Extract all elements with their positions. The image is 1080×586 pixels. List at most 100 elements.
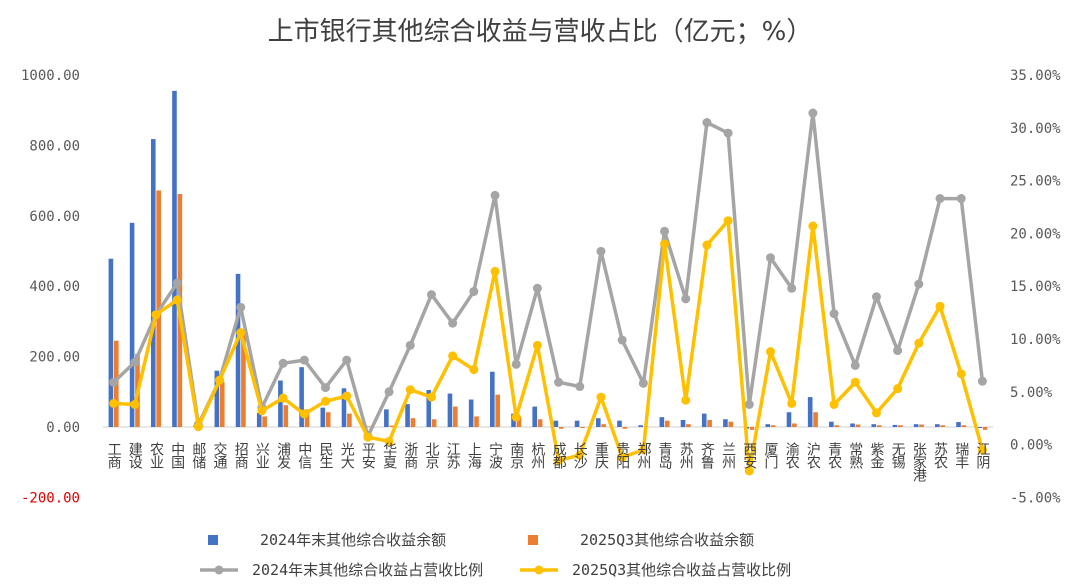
- bar-2025q3-14: [410, 418, 416, 427]
- category-label: 张家港: [911, 442, 927, 482]
- bar-2024-1: [129, 222, 135, 427]
- category-label: 华夏: [381, 442, 397, 469]
- legend-swatch-1: [528, 535, 538, 545]
- bar-2025q3-18: [495, 394, 501, 427]
- bar-2024-17: [468, 399, 474, 427]
- point-2024-ratio-14: [405, 340, 415, 350]
- point-2024-ratio-26: [660, 226, 670, 236]
- legend-label-0: 2024年末其他综合收益余额: [260, 531, 446, 549]
- point-2024-ratio-20: [532, 283, 542, 293]
- point-2025q3-ratio-6: [236, 328, 246, 338]
- line-layer: [109, 108, 987, 476]
- bar-2025q3-28: [707, 419, 712, 427]
- point-2024-ratio-13: [384, 387, 394, 397]
- point-2024-ratio-25: [638, 378, 648, 388]
- category-label: 交通: [212, 441, 228, 470]
- category-label: 杭州: [529, 442, 545, 469]
- bar-2024-2: [150, 139, 156, 427]
- point-2024-ratio-29: [723, 128, 733, 138]
- right-tick-label: 10.00%: [1010, 332, 1061, 348]
- point-2025q3-ratio-21: [554, 455, 564, 465]
- point-2025q3-ratio-1: [130, 399, 140, 409]
- point-2024-ratio-31: [766, 253, 775, 263]
- category-label: 中信: [296, 442, 312, 469]
- category-label: 兰州: [720, 442, 736, 469]
- legend-marker-3: [534, 565, 544, 575]
- point-2024-ratio-30: [744, 399, 754, 409]
- point-2024-ratio-24: [617, 335, 627, 345]
- bar-2025q3-15: [431, 419, 437, 427]
- point-2024-ratio-33: [808, 108, 818, 118]
- bar-2024-36: [871, 424, 877, 427]
- point-2025q3-ratio-17: [469, 365, 479, 375]
- left-tick-label: 600.00: [29, 209, 80, 225]
- bar-2024-6: [235, 273, 241, 427]
- bar-2024-28: [701, 413, 707, 427]
- point-2025q3-ratio-27: [681, 395, 691, 405]
- bar-2024-41: [977, 427, 983, 429]
- point-2025q3-ratio-33: [808, 221, 818, 231]
- point-2025q3-ratio-29: [723, 216, 733, 226]
- bar-2024-15: [426, 390, 432, 427]
- point-2025q3-ratio-5: [215, 375, 225, 385]
- bar-2024-8: [278, 380, 283, 427]
- point-2025q3-ratio-31: [766, 347, 775, 357]
- point-2025q3-ratio-38: [914, 338, 924, 348]
- point-2024-ratio-32: [787, 283, 797, 293]
- point-2024-ratio-18: [490, 190, 500, 200]
- point-2025q3-ratio-13: [384, 436, 394, 446]
- bar-2025q3-8: [283, 405, 289, 427]
- right-tick-label: 0.00%: [1010, 438, 1053, 454]
- point-2024-ratio-28: [702, 118, 712, 128]
- bar-2025q3-19: [516, 416, 522, 427]
- point-2025q3-ratio-25: [638, 445, 648, 455]
- point-2025q3-ratio-32: [787, 398, 797, 408]
- point-2024-ratio-40: [956, 194, 966, 204]
- bar-2025q3-35: [855, 424, 861, 427]
- point-2024-ratio-35: [850, 360, 860, 370]
- right-tick-label: 35.00%: [1010, 68, 1061, 84]
- category-label: 青岛: [657, 442, 673, 469]
- bar-2025q3-41: [982, 427, 988, 430]
- series-line-2025q3-ratio: [113, 218, 985, 473]
- category-label: 江阴: [974, 442, 990, 470]
- point-2025q3-ratio-28: [702, 240, 712, 250]
- point-2025q3-ratio-26: [660, 239, 670, 249]
- category-label: 西安: [741, 442, 757, 469]
- point-2024-ratio-21: [554, 377, 564, 387]
- point-2025q3-ratio-18: [490, 266, 500, 276]
- point-2025q3-ratio-7: [257, 406, 267, 416]
- point-2024-ratio-23: [596, 246, 606, 256]
- category-label: 江苏: [445, 442, 461, 470]
- bar-2024-3: [172, 90, 177, 427]
- point-2025q3-ratio-2: [151, 310, 161, 320]
- bar-2025q3-7: [262, 416, 267, 427]
- point-2024-ratio-11: [342, 355, 352, 365]
- legend-swatch-0: [208, 535, 218, 545]
- bar-2025q3-24: [622, 427, 628, 429]
- category-label: 兴业: [254, 442, 270, 469]
- point-2024-ratio-8: [278, 358, 288, 368]
- bar-2025q3-20: [537, 419, 543, 427]
- bar-2025q3-38: [919, 424, 924, 427]
- bar-2025q3-26: [664, 420, 670, 427]
- category-label: 长沙: [572, 442, 588, 469]
- bar-2024-14: [405, 404, 410, 427]
- bar-2024-0: [108, 258, 114, 427]
- category-label: 苏州: [678, 442, 694, 469]
- bar-2025q3-6: [241, 332, 246, 427]
- point-2024-ratio-3: [172, 278, 182, 288]
- bar-2024-16: [447, 393, 453, 427]
- category-label: 中国: [169, 442, 185, 469]
- category-label: 建设: [127, 442, 143, 469]
- point-2025q3-ratio-14: [405, 385, 415, 395]
- bar-2024-9: [299, 367, 304, 427]
- bar-2025q3-32: [792, 423, 797, 427]
- point-2025q3-ratio-40: [956, 369, 966, 379]
- bar-2024-31: [765, 424, 771, 427]
- bar-2024-5: [214, 370, 220, 427]
- point-2024-ratio-10: [321, 383, 330, 393]
- bar-2024-10: [320, 407, 326, 427]
- right-tick-label: 5.00%: [1010, 385, 1053, 401]
- left-tick-label: 400.00: [29, 279, 80, 295]
